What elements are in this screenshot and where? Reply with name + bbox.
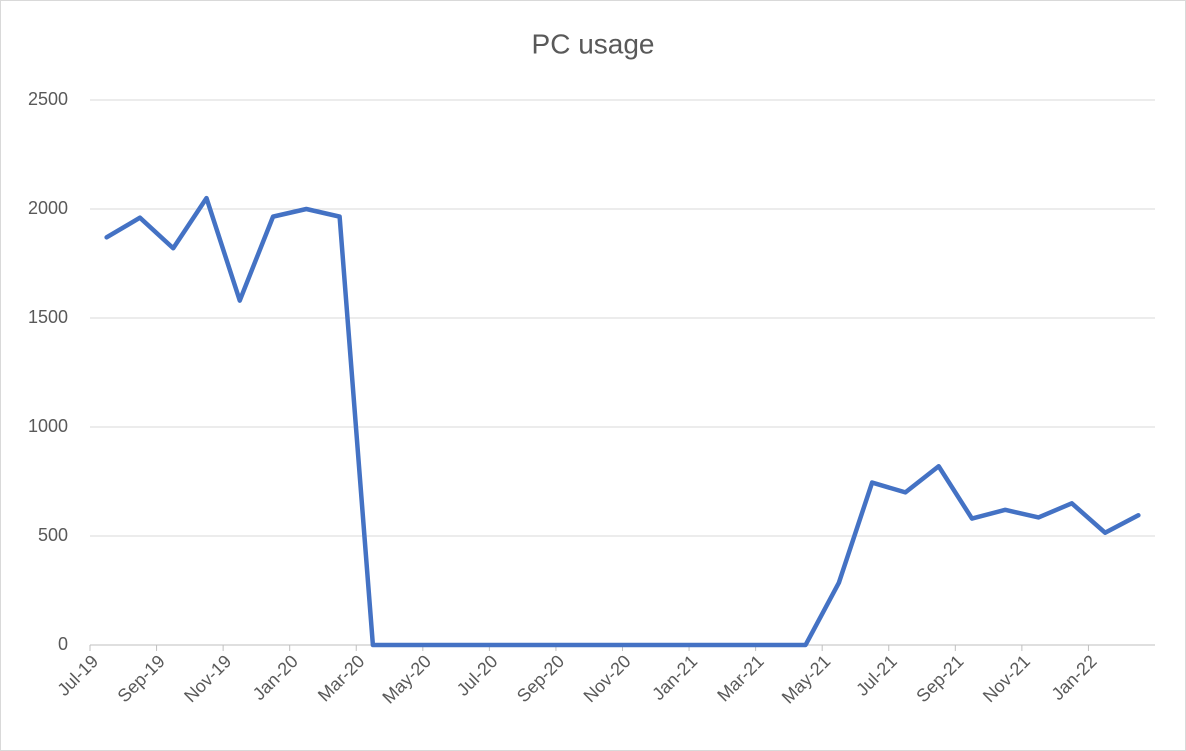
y-tick-label: 500 bbox=[38, 525, 68, 545]
y-tick-label: 2000 bbox=[28, 198, 68, 218]
chart-title: PC usage bbox=[532, 28, 655, 59]
y-tick-label: 0 bbox=[58, 634, 68, 654]
y-tick-label: 1000 bbox=[28, 416, 68, 436]
y-tick-label: 1500 bbox=[28, 307, 68, 327]
y-tick-label: 2500 bbox=[28, 89, 68, 109]
data-line bbox=[104, 195, 1141, 648]
